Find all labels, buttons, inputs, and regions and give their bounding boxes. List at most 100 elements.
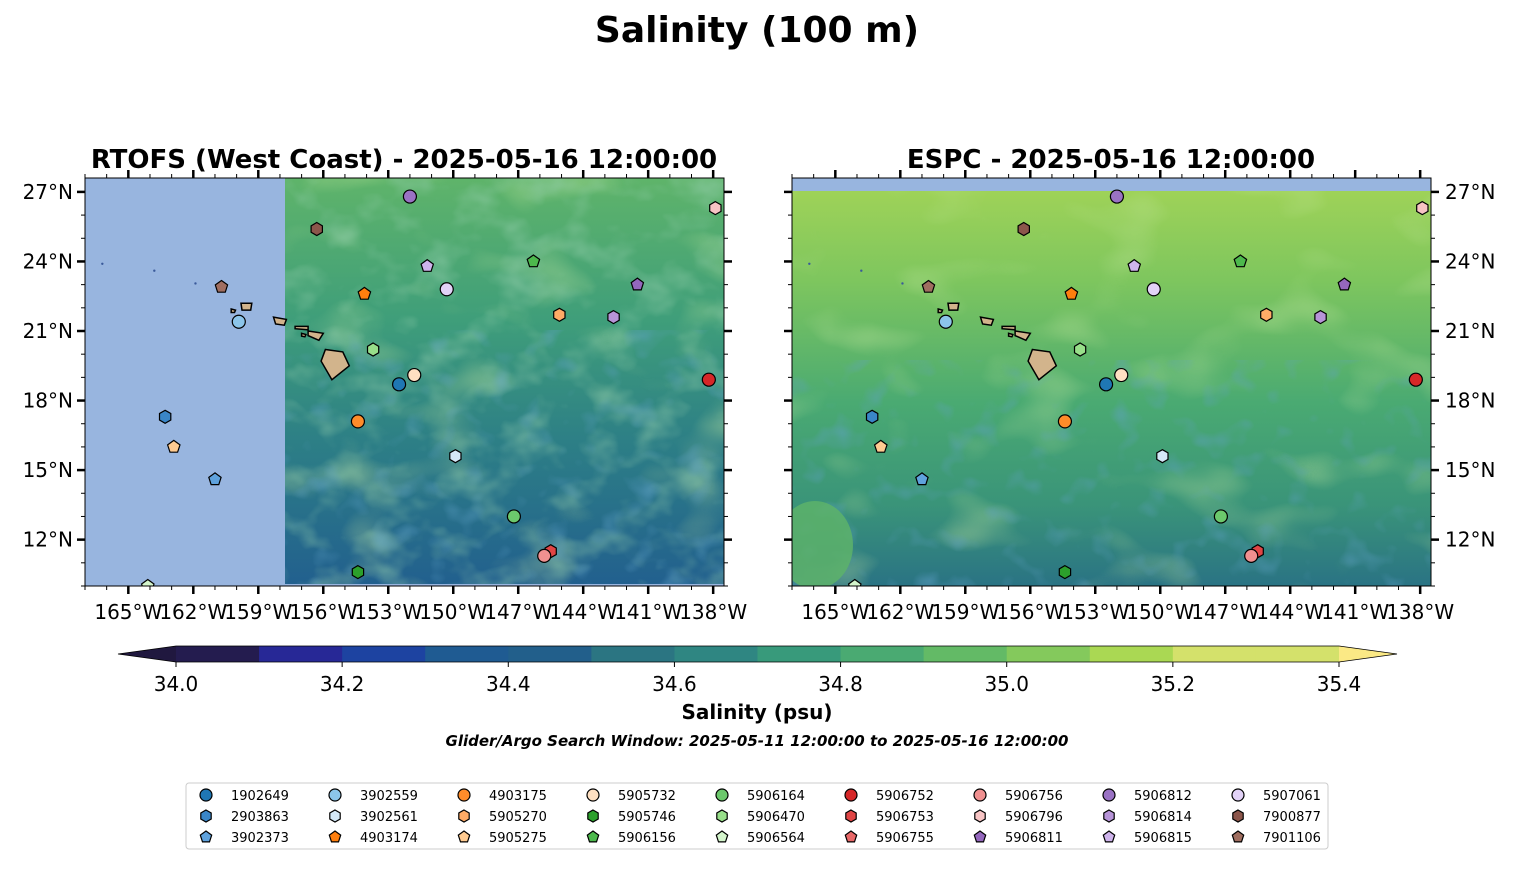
lon-tick-label: 144°W	[549, 600, 617, 624]
kauai-island	[240, 302, 253, 311]
legend-label: 5905746	[618, 810, 676, 825]
platform-marker-5906752	[1408, 372, 1423, 387]
platform-marker-5906156	[526, 254, 541, 268]
platform-marker-4903174	[1064, 286, 1079, 300]
colorbar-tick-label: 34.8	[818, 672, 863, 696]
lon-tick-label: 141°W	[614, 600, 682, 624]
platform-marker-5906564	[140, 578, 155, 586]
atoll-islet	[194, 282, 197, 285]
lanai-island	[300, 332, 307, 338]
oahu-island	[272, 316, 288, 327]
platform-marker-5906752	[701, 372, 716, 387]
oahu-island	[979, 316, 995, 327]
colorbar-extend-max	[1339, 646, 1397, 662]
platform-marker-5906470	[366, 342, 380, 357]
platform-markers	[140, 189, 722, 586]
platform-marker-5906796	[1416, 200, 1429, 216]
legend-marker-5906564	[715, 830, 729, 843]
legend-label: 5907061	[1263, 789, 1321, 804]
no-data-strip	[792, 178, 1431, 191]
legend-label: 5906470	[747, 810, 805, 825]
platform-marker-5906812	[1109, 189, 1125, 204]
legend-label: 5906756	[1005, 789, 1063, 804]
lon-tick-label: 159°W	[224, 600, 292, 624]
map-frame	[791, 177, 1432, 587]
legend-marker-3902373	[199, 830, 213, 843]
lon-tick-label: 165°W	[94, 600, 162, 624]
lon-tick-label: 147°W	[1191, 600, 1259, 624]
colorbar-ticks: 34.0 34.2 34.4 34.6 34.8 35.0 35.2 35.4	[154, 662, 1361, 696]
legend-label: 5906812	[1134, 789, 1192, 804]
big-island-hawaii	[320, 348, 351, 381]
map-frame	[84, 177, 725, 587]
lon-tick-label: 150°W	[1126, 600, 1194, 624]
platform-marker-5906564	[847, 578, 862, 586]
lat-tick-label: 12°N	[23, 528, 73, 552]
platform-marker-4903174	[357, 286, 372, 300]
panel-title: RTOFS (West Coast) - 2025-05-16 12:00:00	[91, 145, 717, 175]
legend-marker-5906753	[845, 809, 857, 823]
platform-marker-5906164	[506, 509, 521, 524]
colorbar-segment	[923, 646, 1008, 662]
legend-marker-5906812	[1102, 788, 1116, 802]
lon-tick-label: 153°W	[1061, 600, 1129, 624]
atoll-islet	[860, 269, 863, 272]
colorbar-segment	[591, 646, 675, 662]
legend-label: 5906811	[1005, 831, 1063, 846]
colorbar: 34.0 34.2 34.4 34.6 34.8 35.0 35.2 35.4 Salinit…	[117, 645, 1398, 724]
platform-marker-3902559	[938, 314, 953, 329]
lon-tick-label: 144°W	[1256, 600, 1324, 624]
lon-tick-label: 156°W	[289, 600, 357, 624]
platform-marker-5906796	[709, 200, 722, 216]
legend-marker-1902649	[199, 788, 213, 802]
lon-tick-label: 165°W	[801, 600, 869, 624]
platform-marker-5905732	[1114, 367, 1129, 383]
legend-marker-3902559	[328, 788, 342, 802]
colorbar-extend-min	[118, 646, 176, 662]
legend: 1902649 2903863 3902373 3902559 3902561 49031…	[185, 782, 1329, 850]
lat-tick-label: 18°N	[1445, 389, 1495, 413]
platform-marker-2903863	[158, 409, 172, 424]
lon-tick-label: 138°W	[1386, 600, 1454, 624]
platform-marker-5905746	[351, 564, 365, 580]
lon-tick-label: 147°W	[484, 600, 552, 624]
platform-marker-5906811	[1337, 277, 1352, 291]
platform-marker-5906756	[1244, 548, 1259, 563]
legend-marker-3902561	[329, 809, 341, 823]
platform-marker-5906811	[630, 277, 645, 291]
lanai-island	[1007, 332, 1014, 338]
legend-label: 4903175	[489, 789, 547, 804]
colorbar-tick-label: 34.6	[652, 672, 697, 696]
legend-label: 5905275	[489, 831, 547, 846]
colorbar-segment	[1089, 646, 1174, 662]
platform-marker-5907061	[439, 282, 454, 297]
legend-marker-5906164	[715, 788, 729, 802]
panel-title: ESPC - 2025-05-16 12:00:00	[907, 145, 1315, 175]
legend-marker-5906815	[1102, 830, 1116, 843]
legend-marker-5906811	[973, 830, 987, 843]
legend-marker-5906756	[973, 788, 987, 802]
platform-marker-5906814	[1314, 309, 1327, 325]
legend-label: 5905270	[489, 810, 547, 825]
legend-label: 5905732	[618, 789, 676, 804]
colorbar-segment	[425, 646, 509, 662]
legend-items: 1902649 2903863 3902373 3902559 3902561 49031…	[199, 788, 1321, 846]
legend-marker-5905270	[458, 809, 470, 823]
platform-marker-5905270	[553, 307, 566, 322]
lat-tick-label: 27°N	[23, 180, 73, 204]
legend-label: 5906752	[876, 789, 934, 804]
legend-label: 5906156	[618, 831, 676, 846]
lon-tick-label: 138°W	[679, 600, 747, 624]
platform-marker-7901106	[214, 279, 229, 293]
atoll-islet	[808, 262, 811, 265]
platform-marker-3902561	[1156, 449, 1169, 464]
platform-marker-5906756	[537, 548, 552, 563]
colorbar-segment	[1006, 646, 1091, 662]
lon-tick-label: 156°W	[996, 600, 1064, 624]
lat-tick-label: 21°N	[1445, 319, 1495, 343]
legend-label: 5906755	[876, 831, 934, 846]
maui-island	[307, 330, 325, 342]
legend-marker-4903174	[328, 830, 342, 843]
figure-title: Salinity (100 m)	[595, 10, 919, 51]
